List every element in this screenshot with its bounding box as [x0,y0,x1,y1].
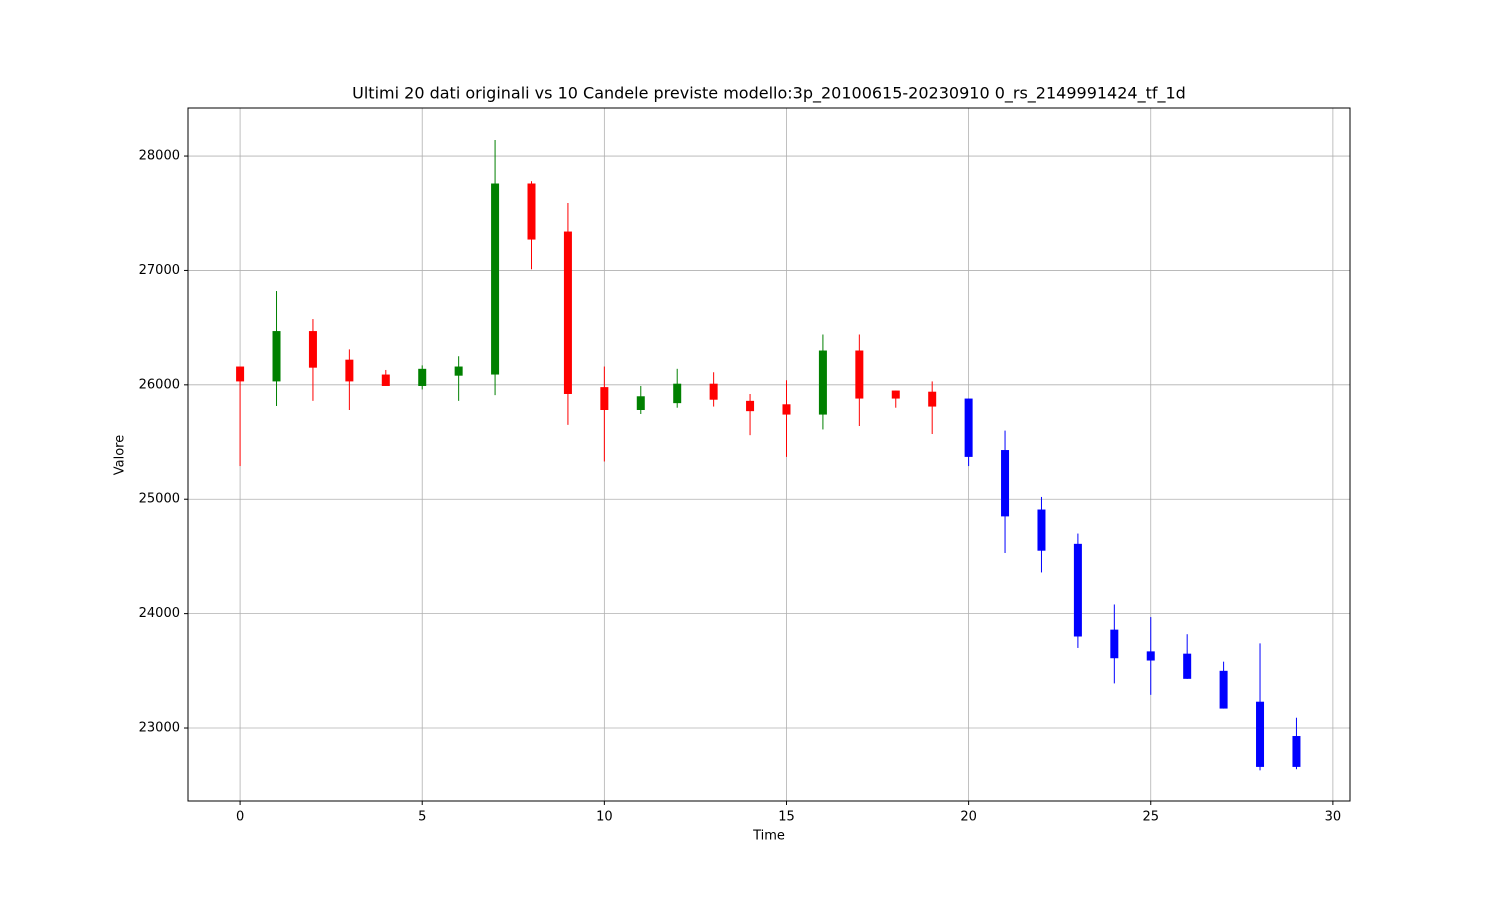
x-tick-label: 15 [778,810,795,825]
candle-body [891,390,900,399]
plot-frame [187,107,1351,802]
y-tick-label: 26000 [139,377,180,392]
candle-body [964,398,973,457]
candle-body [1073,543,1082,637]
x-tick-label: 25 [1142,810,1159,825]
candle-body [709,383,718,400]
chart-title: Ultimi 20 dati originali vs 10 Candele p… [352,84,1186,104]
x-tick-label: 0 [236,810,244,825]
candle-body [454,366,463,376]
candle-body [1292,736,1301,767]
candle-body [818,350,827,415]
candle-body [345,359,354,382]
candle-body [1256,701,1265,767]
candle-body [1110,629,1119,659]
candle-body [491,183,500,375]
x-tick-label: 30 [1325,810,1342,825]
candle-body [418,368,427,386]
candle-body [600,387,609,411]
candle-body [381,374,390,386]
candle-body [272,331,281,382]
candle-body [563,231,572,394]
candle-body [1219,670,1228,709]
y-tick-label: 24000 [139,606,180,621]
candle-body [673,383,682,404]
y-tick-label: 23000 [139,721,180,736]
candle-body [1001,450,1010,517]
candle-body [308,331,317,368]
candle-body [746,400,755,412]
candle-body [855,350,864,399]
y-tick-label: 25000 [139,492,180,507]
y-tick-label: 27000 [139,263,180,278]
candle-body [1037,509,1046,551]
y-tick-label: 28000 [139,149,180,164]
x-axis-label: Time [752,829,785,844]
candle-body [527,183,536,240]
candle-body [636,396,645,411]
x-tick-label: 5 [418,810,426,825]
candle-body [1146,651,1155,661]
x-tick-label: 10 [596,810,613,825]
x-tick-label: 20 [960,810,977,825]
candle-body [782,404,791,415]
candle-body [1183,653,1192,679]
candle-body [928,391,937,407]
y-axis-label: Valore [113,435,128,475]
candle-body [236,366,245,382]
